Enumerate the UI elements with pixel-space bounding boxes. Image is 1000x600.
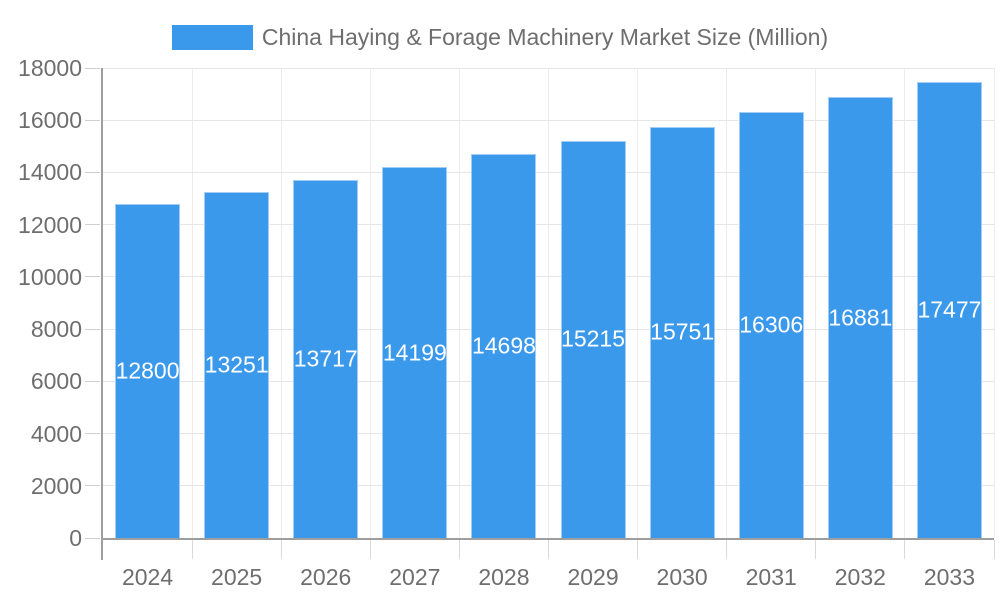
x-axis-label: 2030 bbox=[656, 564, 708, 590]
y-axis-label: 6000 bbox=[30, 368, 82, 395]
bar-value-label: 13717 bbox=[293, 345, 358, 372]
bar-2032[interactable] bbox=[827, 97, 893, 538]
category-split-line bbox=[280, 68, 282, 538]
legend-label[interactable]: China Haying & Forage Machinery Market S… bbox=[261, 23, 829, 50]
y-gridline bbox=[103, 67, 994, 69]
category-split-line bbox=[637, 68, 639, 538]
y-axis-label: 12000 bbox=[18, 211, 82, 238]
x-axis-tick bbox=[815, 540, 817, 559]
x-axis-label: 2026 bbox=[300, 564, 352, 590]
y-axis-tick bbox=[85, 224, 100, 226]
x-axis-tick bbox=[726, 540, 728, 559]
y-gridline bbox=[103, 485, 994, 487]
y-axis-tick bbox=[85, 328, 100, 330]
category-split-line bbox=[369, 68, 371, 538]
y-gridline bbox=[103, 433, 994, 435]
y-axis-tick bbox=[85, 171, 100, 173]
y-axis-label: 0 bbox=[69, 525, 82, 551]
bar-value-label: 15215 bbox=[561, 325, 626, 352]
category-split-line bbox=[815, 68, 817, 538]
y-axis-line bbox=[101, 68, 103, 560]
bar-value-label: 15751 bbox=[650, 318, 715, 345]
legend-swatch-icon[interactable] bbox=[171, 24, 253, 50]
bar-value-label: 12800 bbox=[115, 357, 180, 384]
category-split-line bbox=[726, 68, 728, 538]
x-axis-tick bbox=[458, 540, 460, 559]
x-axis-line bbox=[101, 538, 994, 540]
category-split-line bbox=[548, 68, 549, 538]
y-axis-label: 2000 bbox=[30, 472, 82, 499]
category-split-line bbox=[904, 68, 906, 538]
y-axis-tick bbox=[85, 119, 100, 121]
y-gridline bbox=[103, 380, 994, 382]
y-axis-label: 10000 bbox=[18, 263, 82, 290]
x-axis-tick bbox=[191, 540, 193, 559]
y-gridline bbox=[103, 328, 994, 330]
bar-value-label: 14199 bbox=[382, 339, 447, 366]
bar-2033[interactable] bbox=[916, 81, 982, 538]
x-axis-label: 2027 bbox=[389, 564, 441, 590]
bar-2030[interactable] bbox=[649, 126, 715, 538]
bar-value-label: 16306 bbox=[739, 311, 804, 338]
y-axis-label: 18000 bbox=[18, 55, 82, 81]
y-gridline bbox=[103, 171, 994, 173]
y-axis-label: 8000 bbox=[30, 316, 82, 343]
y-gridline bbox=[103, 276, 994, 278]
bar-2029[interactable] bbox=[560, 140, 626, 538]
category-split-line bbox=[191, 68, 193, 538]
x-axis-tick bbox=[993, 540, 995, 559]
x-axis-label: 2029 bbox=[567, 564, 619, 590]
y-axis-label: 4000 bbox=[30, 420, 82, 447]
x-axis-tick bbox=[548, 540, 549, 559]
x-axis-label: 2033 bbox=[923, 564, 976, 590]
bar-value-label: 16881 bbox=[828, 304, 893, 331]
bar-2024[interactable] bbox=[115, 203, 181, 538]
x-axis-label: 2024 bbox=[121, 564, 174, 590]
y-axis-tick bbox=[85, 433, 100, 435]
bar-2026[interactable] bbox=[293, 179, 359, 538]
legend[interactable]: China Haying & Forage Machinery Market S… bbox=[0, 23, 1000, 51]
y-axis-tick bbox=[85, 380, 100, 382]
x-axis-label: 2032 bbox=[834, 564, 886, 590]
x-axis-tick bbox=[369, 540, 371, 559]
y-gridline bbox=[103, 224, 994, 226]
x-axis-tick bbox=[637, 540, 639, 559]
x-axis-label: 2031 bbox=[745, 564, 797, 590]
bar-2027[interactable] bbox=[382, 167, 448, 538]
bar-value-label: 13251 bbox=[204, 351, 269, 378]
x-axis-label: 2025 bbox=[211, 564, 263, 590]
y-axis-tick bbox=[85, 276, 100, 278]
y-axis-tick bbox=[85, 485, 100, 487]
y-gridline bbox=[103, 119, 994, 121]
x-axis-label: 2028 bbox=[478, 564, 530, 590]
x-axis-tick bbox=[904, 540, 906, 559]
bar-2031[interactable] bbox=[738, 112, 804, 538]
y-axis-tick bbox=[85, 537, 100, 539]
y-axis-label: 16000 bbox=[18, 107, 82, 134]
y-axis-tick bbox=[85, 67, 100, 69]
bar-2025[interactable] bbox=[204, 192, 270, 538]
category-split-line bbox=[458, 68, 460, 538]
x-axis-tick bbox=[280, 540, 282, 559]
bar-value-label: 17477 bbox=[917, 296, 982, 323]
category-split-line bbox=[993, 68, 995, 538]
y-axis-label: 14000 bbox=[18, 159, 82, 186]
bar-value-label: 14698 bbox=[471, 332, 536, 359]
bar-2028[interactable] bbox=[471, 154, 537, 538]
